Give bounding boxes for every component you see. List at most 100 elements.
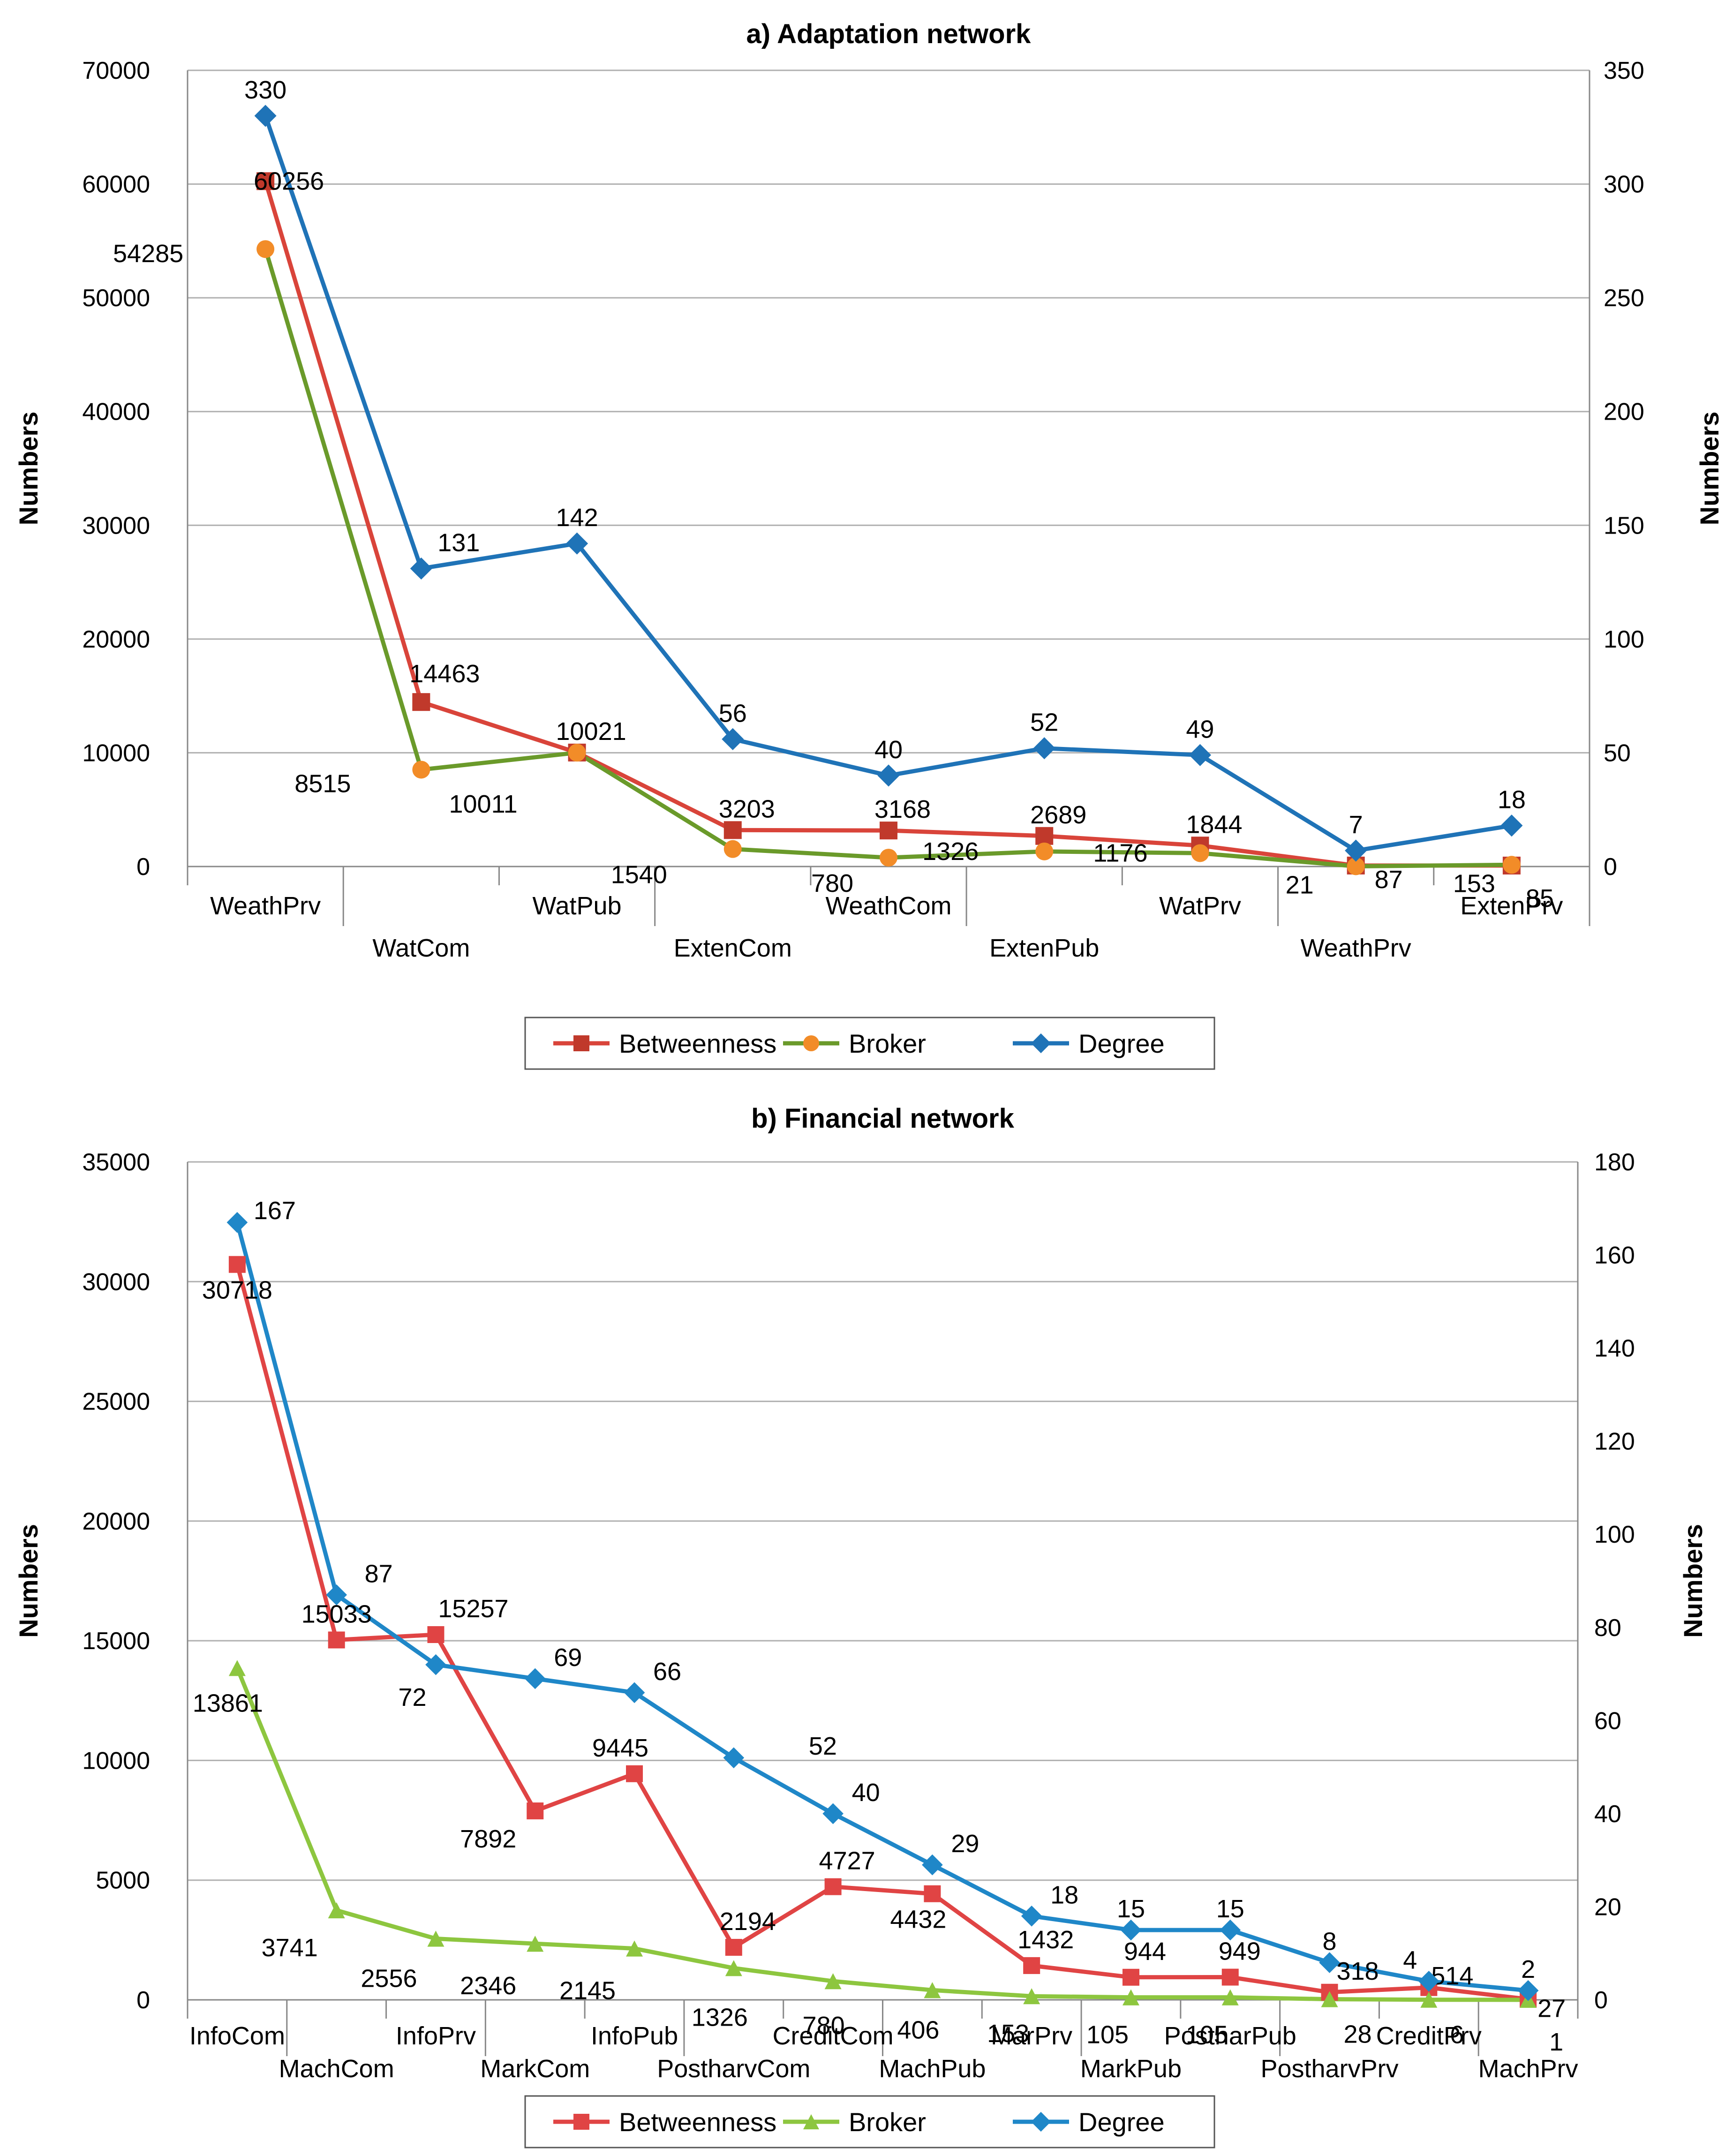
- broker-data-label: 153: [987, 2020, 1029, 2048]
- y-right-tick-label: 180: [1594, 1149, 1635, 1176]
- betweenness-point: [824, 1878, 842, 1895]
- broker-data-label: 10011: [449, 790, 517, 818]
- y-left-tick-label: 35000: [82, 1149, 150, 1176]
- betweenness-point: [328, 1631, 345, 1649]
- broker-series-line: [235, 1667, 1529, 2002]
- broker-point: [328, 1902, 345, 1919]
- broker-data-label: 8515: [294, 769, 351, 798]
- broker-data-label: 1326: [692, 2003, 748, 2031]
- y-right-tick-label: 350: [1604, 57, 1644, 84]
- x-tick-label: MarPrv: [991, 2022, 1072, 2050]
- degree-data-label: 2: [1521, 1955, 1535, 1983]
- x-tick-label: PostharvPrv: [1260, 2055, 1398, 2083]
- betweenness-series-line: [235, 1264, 1529, 2002]
- degree-data-label: 15: [1117, 1895, 1145, 1923]
- degree-data-label: 69: [554, 1643, 582, 1672]
- broker-point: [1502, 856, 1521, 874]
- y-right-tick-label: 60: [1594, 1707, 1621, 1734]
- broker-data-label: 21: [1286, 871, 1314, 899]
- betweenness-data-label: 27: [1537, 1995, 1566, 2023]
- y-right-tick-label: 50: [1604, 739, 1631, 767]
- chart-title: b) Financial network: [751, 1103, 1014, 1134]
- x-tick-label: MachPrv: [1478, 2055, 1578, 2083]
- broker-data-label: 1176: [1093, 839, 1147, 867]
- degree-data-label: 40: [874, 736, 903, 764]
- legend-label-degree: Degree: [1078, 2107, 1165, 2137]
- betweenness-point: [1035, 827, 1054, 845]
- legend-box: [524, 2095, 1215, 2148]
- betweenness-data-label: 14463: [409, 660, 480, 688]
- legend-label-broker: Broker: [849, 2107, 926, 2137]
- y-right-tick-label: 140: [1594, 1335, 1635, 1362]
- degree-point: [822, 1803, 844, 1824]
- broker-point: [1221, 1989, 1239, 2005]
- degree-point: [1021, 1905, 1042, 1927]
- degree-data-label: 52: [809, 1732, 837, 1760]
- broker-point: [1321, 1991, 1338, 2007]
- y-right-tick-label: 200: [1604, 399, 1644, 426]
- x-tick-label: CreditCom: [773, 2022, 894, 2050]
- broker-point: [1035, 842, 1054, 860]
- y-right-tick-label: 80: [1594, 1614, 1621, 1642]
- broker-data-label: 780: [803, 2012, 845, 2040]
- degree-data-label: 52: [1030, 709, 1058, 737]
- betweenness-point: [1023, 1957, 1040, 1974]
- degree-data-label: 72: [398, 1683, 426, 1711]
- broker-data-label: 13861: [193, 1689, 263, 1717]
- betweenness-data-label: 87: [1375, 866, 1403, 894]
- broker-point: [880, 849, 897, 867]
- betweenness-point: [626, 1765, 643, 1782]
- degree-point: [425, 1654, 446, 1675]
- degree-series-line: [235, 1221, 1529, 1993]
- betweenness-data-label: 15257: [438, 1595, 508, 1623]
- x-tick-label: MarkPub: [1080, 2055, 1182, 2083]
- x-tick-label: MachCom: [279, 2055, 394, 2083]
- broker-point: [427, 1930, 445, 1947]
- degree-point: [410, 557, 432, 580]
- x-tick-label: WatPrv: [1159, 892, 1241, 920]
- broker-point: [527, 1936, 544, 1952]
- betweenness-data-label: 949: [1219, 1937, 1261, 1966]
- betweenness-data-label: 10021: [556, 717, 626, 746]
- broker-point: [1347, 857, 1365, 875]
- y-right-tick-label: 120: [1594, 1428, 1635, 1455]
- betweenness-data-label: 1432: [1017, 1926, 1074, 1954]
- legend-label-broker: Broker: [849, 1029, 926, 1058]
- legend-marker-broker: [803, 1035, 819, 1051]
- betweenness-data-label: 2689: [1030, 801, 1086, 829]
- betweenness-data-label: 4432: [890, 1906, 946, 1934]
- y-left-tick-label: 10000: [82, 1747, 150, 1774]
- degree-point: [1220, 1919, 1241, 1941]
- x-tick-label: ExtenPrv: [1460, 892, 1563, 920]
- x-tick-label: WeathCom: [825, 892, 951, 920]
- broker-data-label: 780: [811, 869, 853, 897]
- broker-data-label: 1: [1549, 2028, 1563, 2056]
- betweenness-data-label: 3168: [874, 795, 931, 823]
- betweenness-data-label: 7892: [460, 1825, 516, 1853]
- betweenness-data-label: 1844: [1186, 810, 1242, 838]
- y-right-tick-label: 300: [1604, 171, 1644, 198]
- broker-point: [1023, 1988, 1040, 2005]
- x-tick-label: CreditPrv: [1376, 2022, 1482, 2050]
- degree-data-label: 4: [1403, 1946, 1417, 1974]
- degree-data-label: 49: [1186, 715, 1214, 743]
- betweenness-data-label: 60256: [254, 167, 324, 195]
- betweenness-point: [924, 1885, 941, 1902]
- broker-data-label: 2145: [559, 1976, 616, 2005]
- betweenness-point: [228, 1256, 246, 1273]
- degree-point: [565, 532, 588, 555]
- degree-data-label: 29: [951, 1830, 979, 1858]
- degree-point: [723, 1747, 745, 1769]
- financial-network-chart: b) Financial network 0 5000 10000 15000 20000…: [14, 1103, 1708, 2148]
- x-tick-label: WatPub: [533, 892, 622, 920]
- x-tick-label: InfoPub: [591, 2022, 678, 2050]
- legend-marker-degree: [1031, 1033, 1051, 1054]
- broker-point: [824, 1973, 842, 1990]
- degree-point: [1120, 1919, 1142, 1941]
- x-tick-label: WeathPrv: [210, 892, 321, 920]
- degree-point: [524, 1668, 546, 1689]
- degree-data-label: 18: [1050, 1881, 1078, 1909]
- y-left-tick-label: 70000: [82, 57, 150, 84]
- y-right-tick-label: 0: [1604, 853, 1617, 881]
